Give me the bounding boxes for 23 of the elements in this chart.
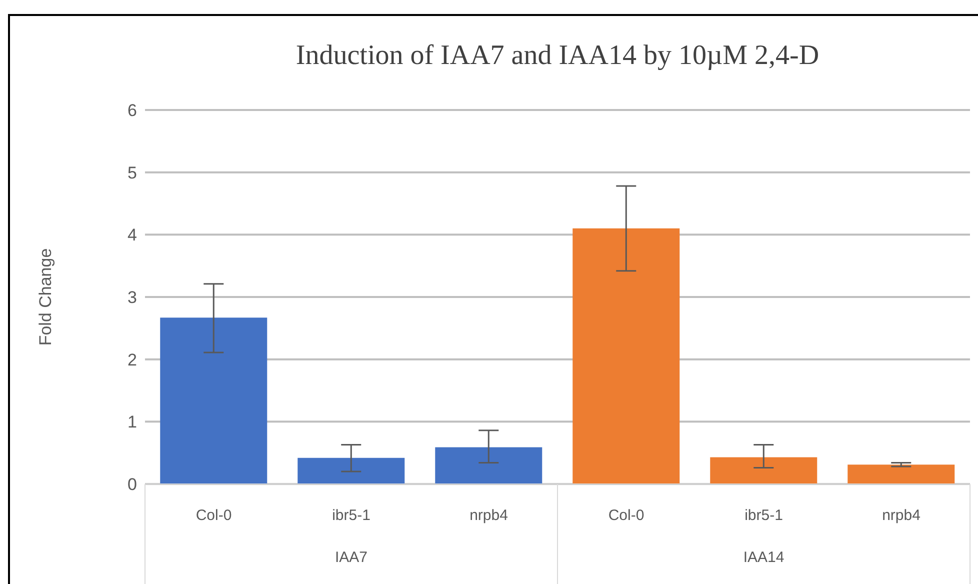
bar [710, 457, 818, 484]
bar [160, 318, 268, 484]
y-tick-label: 0 [128, 475, 137, 494]
x-tick-label: ibr5-1 [332, 507, 370, 524]
bar [435, 447, 542, 484]
x-tick-label: Col-0 [608, 507, 644, 524]
x-tick-label: Col-0 [196, 507, 232, 524]
y-axis-title: Fold Change [36, 248, 56, 346]
y-tick-label: 3 [128, 288, 137, 308]
y-tick-label: 2 [128, 350, 137, 370]
y-tick-label: 4 [128, 226, 137, 245]
x-tick-label: nrpb4 [882, 507, 920, 524]
y-tick-label: 5 [128, 163, 137, 182]
y-tick-label: 6 [128, 101, 137, 120]
bar [572, 228, 680, 484]
x-tick-label: nrpb4 [470, 507, 508, 524]
text: IAA14 [743, 549, 784, 566]
bar [298, 458, 405, 484]
y-tick-label: 1 [128, 412, 137, 432]
chart-title: Induction of IAA7 and IAA14 by 10µM 2,4-D [294, 40, 820, 72]
text: IAA7 [334, 549, 368, 566]
x-tick-label: ibr5-1 [744, 507, 783, 524]
bar [848, 464, 955, 484]
